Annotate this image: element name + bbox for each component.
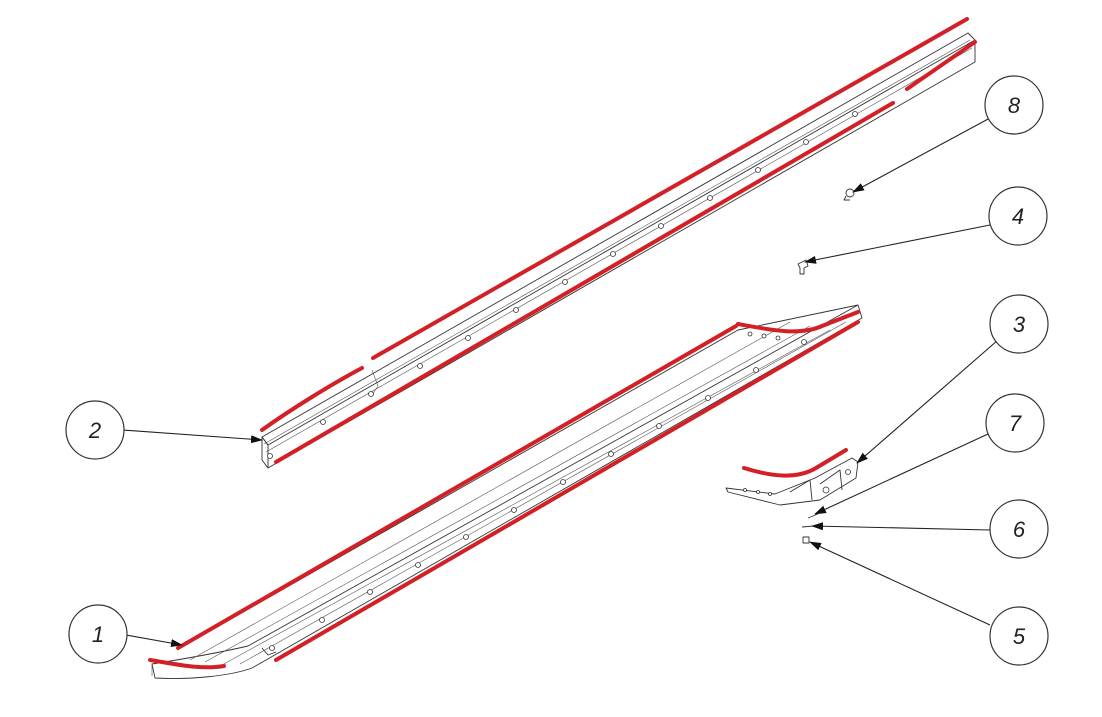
callout-3-label: 3 [1013,312,1026,337]
part-5-bolt [802,536,810,544]
leader-lines [121,117,999,648]
part-3-bracket [725,448,859,506]
callout-5-label: 5 [1013,624,1026,649]
callout-2-label: 2 [88,418,101,443]
callout-6: 6 [989,499,1049,559]
callout-5: 5 [989,606,1049,666]
callout-1-label: 1 [92,622,104,647]
part-7-washer [807,513,819,519]
part-1-lower-rail [151,304,863,679]
callout-4: 4 [988,186,1048,246]
callout-8: 8 [984,75,1044,135]
callout-7-label: 7 [1009,411,1022,436]
part-2-holes [267,111,858,459]
callout-3: 3 [989,294,1049,354]
callout-1: 1 [68,604,128,664]
callout-6-label: 6 [1013,517,1026,542]
callout-8-label: 8 [1008,93,1021,118]
part-8-nut [843,188,855,201]
part-1-highlight-edges [148,310,860,670]
part-1-holes [269,331,807,651]
callout-4-label: 4 [1012,204,1024,229]
callout-7: 7 [985,393,1045,453]
part-2-highlight-edges [260,17,977,464]
callout-2: 2 [65,400,125,460]
part-2-upper-rail [261,32,976,469]
